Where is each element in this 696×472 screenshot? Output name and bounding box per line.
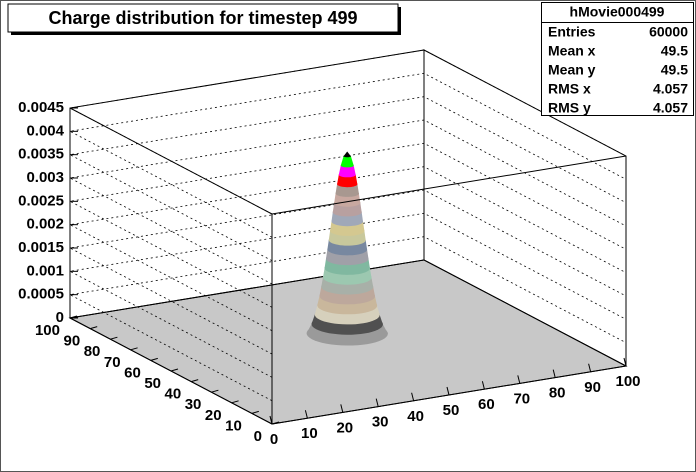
grid-line <box>68 189 627 355</box>
y-tick <box>69 315 78 319</box>
stats-label: Mean y <box>548 62 596 78</box>
y-tick-label: 60 <box>124 364 141 381</box>
x-tick-label: 90 <box>584 379 601 396</box>
z-tick-label: 0.001 <box>26 262 64 279</box>
x-tick-label: 10 <box>301 425 318 442</box>
y-tick-label: 90 <box>64 333 81 350</box>
grid-line <box>68 212 627 378</box>
y-tick <box>191 379 199 383</box>
x-tick-label: 70 <box>513 390 530 407</box>
stats-value: 49.5 <box>661 43 688 59</box>
stats-rows: Entries 60000 Mean x 49.5 Mean y 49.5 RMS x 4.0… <box>548 24 688 116</box>
y-tick-label: 40 <box>165 386 182 403</box>
band-side <box>337 174 358 185</box>
x-tick-label: 20 <box>336 419 353 436</box>
x-tick <box>517 375 521 384</box>
y-tick-label: 100 <box>35 322 60 339</box>
stats-value: 60000 <box>649 24 688 40</box>
y-tick-label: 20 <box>205 407 222 424</box>
y-tick-label: 10 <box>225 417 242 434</box>
title-box <box>7 3 399 33</box>
y-tick-label: 80 <box>84 343 101 360</box>
y-tick <box>130 347 138 351</box>
y-tick <box>90 326 98 330</box>
y-tick-label: 30 <box>185 396 202 413</box>
z-tick-label: 0.003 <box>26 169 64 186</box>
x-tick-label: 80 <box>549 385 566 402</box>
z-tick-label: 0.0005 <box>18 286 64 303</box>
x-tick-label: 0 <box>270 431 278 448</box>
z-tick-label: 0.0035 <box>18 146 64 163</box>
x-tick-label: 60 <box>478 396 495 413</box>
y-tick-label: 70 <box>104 354 121 371</box>
y-tick <box>211 389 219 393</box>
cone-band <box>343 151 351 158</box>
stats-label: Mean x <box>548 43 596 59</box>
stats-box <box>541 2 694 116</box>
grid-line <box>68 166 627 332</box>
y-tick <box>150 357 158 361</box>
y-tick <box>170 368 179 372</box>
x-tick-label: 30 <box>372 414 389 431</box>
z-tick-label: 0.0025 <box>18 192 64 209</box>
x-tick <box>481 381 485 390</box>
y-tick <box>231 400 239 404</box>
z-tick-label: 0 <box>56 309 64 326</box>
stats-value: 4.057 <box>653 81 688 97</box>
box-edge <box>271 365 627 425</box>
grid-line <box>68 49 627 215</box>
y-tick-label: 50 <box>144 375 161 392</box>
y-tick <box>110 336 118 340</box>
stats-title: hMovie000499 <box>570 4 665 20</box>
y-tick <box>251 410 259 414</box>
y-tick-label: 0 <box>254 428 262 445</box>
stats-label: RMS x <box>548 81 591 97</box>
z-tick-label: 0.0045 <box>18 99 64 116</box>
grid-line <box>68 259 627 425</box>
z-tick-label: 0.004 <box>26 122 64 139</box>
x-tick <box>340 404 344 413</box>
stats-value: 4.057 <box>653 100 688 116</box>
x-tick <box>588 363 592 372</box>
band-side <box>343 151 351 157</box>
z-tick-label: 0.0015 <box>18 239 64 256</box>
grid-line <box>68 96 627 262</box>
box-edge <box>69 317 273 425</box>
x-tick <box>304 410 308 419</box>
stats-label: RMS y <box>548 100 591 116</box>
x-tick-label: 50 <box>443 402 460 419</box>
cone-band <box>340 155 354 168</box>
x-tick <box>411 392 415 401</box>
stats-value: 49.5 <box>661 62 688 78</box>
grid-line <box>68 236 627 402</box>
x-tick-label: 40 <box>407 408 424 425</box>
x-tick-label: 100 <box>615 373 640 390</box>
plot-area: 0 0.0005 0.001 0.0015 0.002 0.0025 0.003 0.0035… <box>18 49 641 448</box>
stats-label: Entries <box>548 24 596 40</box>
x-tick <box>446 386 450 396</box>
band-side <box>340 156 354 166</box>
grid-line <box>68 142 627 308</box>
x-tick <box>552 369 556 378</box>
box-edge <box>69 107 273 215</box>
z-tick-label: 0.002 <box>26 216 64 233</box>
box-edge <box>271 155 627 215</box>
band-side <box>338 165 356 175</box>
x-tick <box>375 398 379 407</box>
grid-line <box>68 72 627 238</box>
chart-title: Charge distribution for timestep 499 <box>48 8 357 28</box>
